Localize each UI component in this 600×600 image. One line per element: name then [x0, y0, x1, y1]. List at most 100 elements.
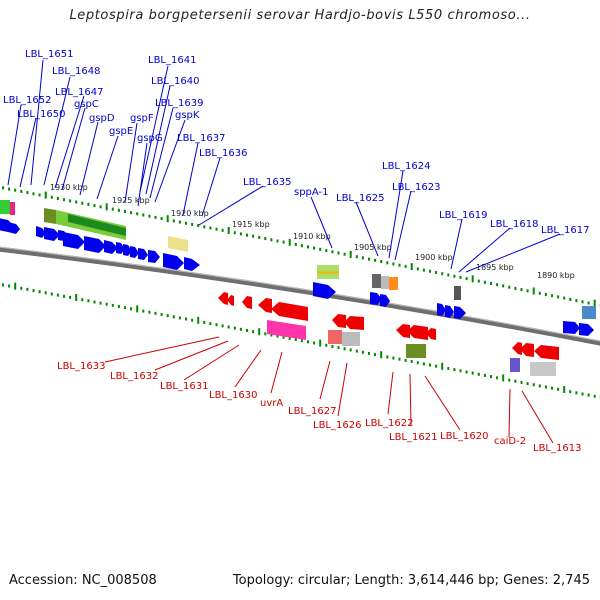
scale-tick: [197, 224, 200, 228]
backbone: [0, 246, 600, 346]
gene-label: gspK: [175, 110, 200, 121]
gene-label: LBL_1617: [541, 225, 589, 236]
gene-arrow: [63, 232, 85, 249]
scale-tick: [526, 289, 529, 293]
scale-tick: [172, 315, 175, 319]
scale-tick: [270, 238, 273, 242]
scale-tick: [185, 221, 187, 225]
scale-tick: [435, 364, 438, 368]
scale-tick: [136, 305, 139, 313]
gene-label: LBL_1631: [160, 381, 208, 392]
gene-arrow: [258, 298, 272, 313]
gene-arrow: [104, 240, 118, 254]
scale-tick: [209, 322, 212, 326]
scale-tick: [422, 268, 425, 272]
gene-arrow: [116, 242, 125, 254]
scale-tick: [130, 211, 133, 215]
scale-label: 1925 kbp: [112, 196, 150, 205]
scale-tick: [300, 339, 303, 343]
scale-tick: [38, 193, 41, 197]
scale-tick: [8, 187, 11, 191]
scale-tick: [252, 234, 255, 238]
scale-tick: [337, 346, 340, 350]
scale-label: 1895 kbp: [476, 263, 514, 272]
scale-tick: [246, 233, 248, 237]
scale-tick: [343, 252, 346, 256]
gene-label: gspG: [137, 133, 163, 144]
feature-block: [510, 358, 520, 372]
scale-tick: [520, 288, 523, 292]
scale-tick: [398, 357, 401, 361]
scale-tick: [502, 284, 505, 288]
scale-tick: [32, 289, 35, 293]
scale-tick: [551, 294, 553, 298]
scale-tick: [252, 330, 255, 334]
gene-arrow: [437, 303, 446, 316]
scale-tick: [258, 328, 261, 336]
feature-block: [0, 200, 10, 214]
scale-tick: [361, 256, 364, 260]
scale-tick: [300, 244, 303, 248]
scale-tick: [410, 263, 413, 271]
gene-label: LBL_1640: [151, 76, 199, 87]
scale-tick: [398, 263, 401, 267]
scale-tick: [142, 309, 145, 313]
scale-tick: [282, 335, 285, 339]
scale-tick: [160, 217, 163, 220]
feature-blocks: [0, 200, 596, 376]
scale-tick: [99, 205, 102, 209]
gene-label: LBL_1620: [440, 431, 488, 442]
scale-tick: [471, 371, 474, 375]
gene-arrow: [454, 306, 466, 319]
scale-labels: 1930 kbp 1925 kbp 1920 kbp 1915 kbp 1910…: [50, 183, 575, 280]
scale-tick: [429, 363, 431, 367]
scale-tick: [87, 202, 90, 206]
feature-block: [10, 202, 15, 215]
scale-tick: [148, 310, 151, 314]
scale-tick: [221, 324, 224, 328]
scale-tick: [477, 372, 480, 376]
scale-tick: [538, 291, 541, 295]
gene-arrow: [123, 244, 132, 256]
gene-label: LBL_1648: [52, 66, 100, 77]
gene-label: LBL_1633: [57, 361, 105, 372]
scale-tick: [465, 277, 468, 281]
scale-tick: [93, 300, 96, 304]
gene-arrow: [227, 295, 234, 306]
gene-label: LBL_1650: [17, 109, 65, 120]
scale-tick: [483, 373, 486, 377]
feature-block: [454, 286, 461, 300]
gene-arrow: [370, 292, 382, 305]
scale-tick: [496, 283, 499, 287]
scale-tick: [349, 348, 352, 352]
scale-tick: [337, 251, 340, 255]
gene-label: LBL_1630: [209, 390, 257, 401]
feature-block: [582, 306, 596, 319]
scale-label: 1910 kbp: [293, 232, 331, 241]
gene-arrow: [36, 226, 46, 238]
scale-tick: [422, 362, 425, 366]
scale-tick: [477, 279, 480, 283]
gene-label: gspF: [130, 113, 154, 124]
scale-tick: [447, 273, 450, 277]
scale-tick: [258, 235, 261, 239]
gene-label: LBL_1652: [3, 95, 51, 106]
map-title: Leptospira borgpetersenii serovar Hardjo…: [69, 8, 531, 23]
reverse-gene-labels: LBL_1633 LBL_1632 LBL_1631 LBL_1630 uvrA…: [57, 361, 581, 454]
forward-callout-lines: [7, 59, 561, 273]
scale-label: 1905 kbp: [354, 243, 392, 252]
scale-tick: [508, 285, 511, 289]
scale-tick: [514, 379, 517, 383]
scale-tick: [392, 262, 395, 266]
scale-tick: [313, 246, 316, 250]
scale-tick: [81, 298, 84, 302]
scale-tick: [191, 222, 194, 226]
scale-tick: [355, 349, 358, 353]
scale-tick: [178, 316, 181, 320]
gene-label: gspD: [89, 113, 115, 124]
scale-tick: [435, 271, 438, 274]
scale-tick: [349, 250, 352, 258]
scale-tick: [69, 199, 72, 203]
gene-label: caiD-2: [494, 436, 526, 447]
